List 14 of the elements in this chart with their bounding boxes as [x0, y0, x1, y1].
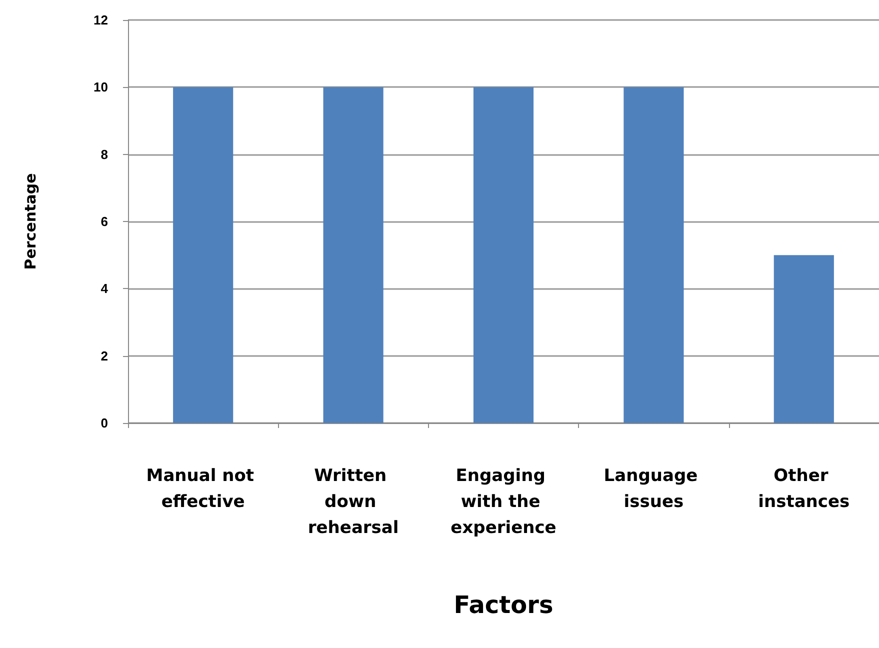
y-tick-label: 12 — [94, 12, 108, 28]
y-tick-label: 0 — [100, 416, 108, 430]
x-tick-label: Written down rehearsal — [308, 466, 399, 538]
y-tick-label: 2 — [100, 348, 108, 364]
y-axis-title: Percentage — [22, 173, 40, 270]
x-tick-label: Other instances — [758, 466, 850, 512]
y-tick-label: 6 — [100, 214, 108, 229]
x-tick-label: Manual not effective — [146, 466, 260, 512]
y-tick-label: 8 — [100, 146, 108, 162]
x-tick-label: Engaging with the experience — [450, 466, 556, 538]
x-tick-label: Language issues — [604, 466, 704, 512]
y-tick-label: 10 — [94, 80, 108, 95]
y-tick-label: 4 — [100, 281, 109, 296]
x-axis-title: Factors — [454, 591, 554, 619]
